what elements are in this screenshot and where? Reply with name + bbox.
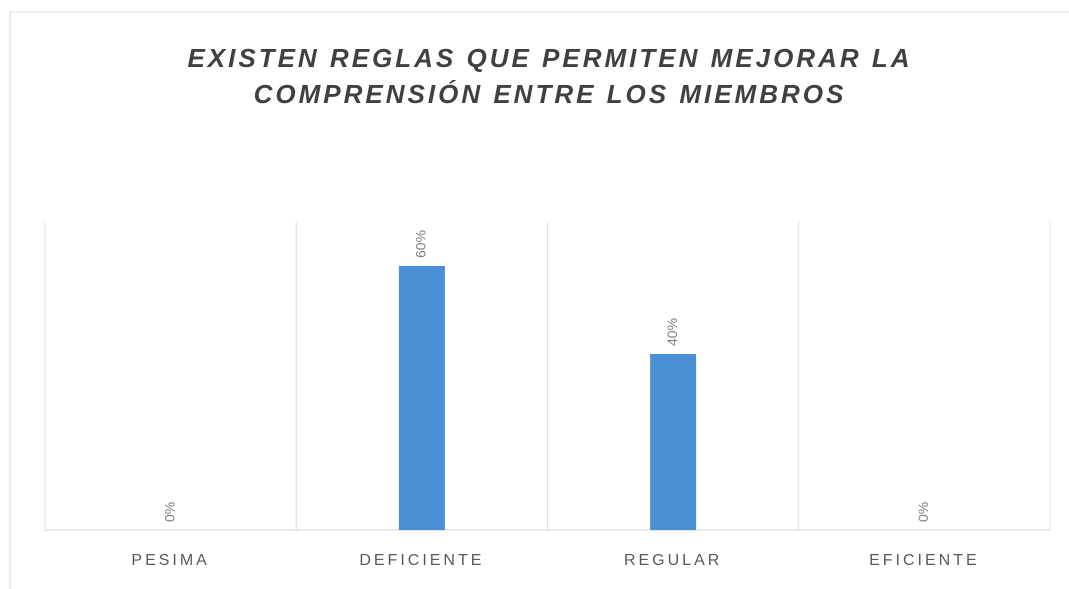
- data-label: 60%: [413, 230, 429, 258]
- data-label: 40%: [664, 318, 680, 346]
- bar: [650, 354, 697, 530]
- chart-title: EXISTEN REGLAS QUE PERMITEN MEJORAR LA C…: [187, 43, 913, 109]
- chart-border: [9, 11, 1069, 589]
- x-tick-label: REGULAR: [624, 552, 722, 569]
- data-label: 0%: [915, 502, 931, 522]
- bar: [398, 266, 445, 530]
- x-tick-label: EFICIENTE: [869, 552, 980, 569]
- x-tick-label: DEFICIENTE: [359, 552, 484, 569]
- data-label: 0%: [161, 502, 177, 522]
- x-tick-label: PESIMA: [131, 552, 209, 569]
